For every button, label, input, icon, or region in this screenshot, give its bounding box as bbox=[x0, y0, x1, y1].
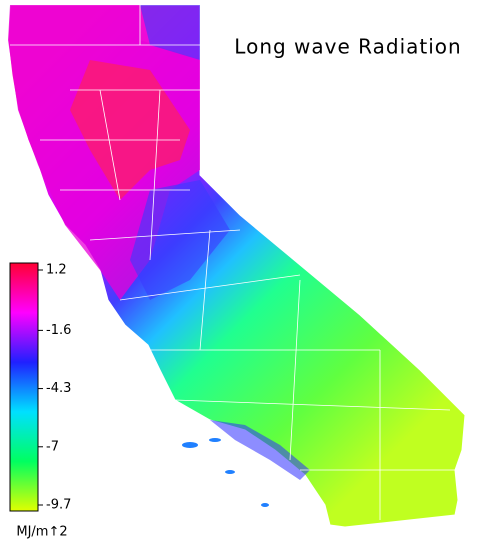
colorbar-tick-label: -9.7 bbox=[46, 498, 71, 513]
colorbar-tick-label: -4.3 bbox=[46, 381, 71, 396]
colorbar-scale bbox=[9, 262, 39, 512]
colorbar-tick-label: -7 bbox=[46, 439, 59, 454]
colorbar: MJ/m↑2 1.2 -1.6 -4.3 -7 -9.7 bbox=[9, 262, 71, 540]
coast-band bbox=[210, 420, 310, 480]
california-map bbox=[7, 4, 466, 528]
colorbar-tick-label: -1.6 bbox=[46, 323, 71, 338]
colorbar-tick-label: 1.2 bbox=[46, 263, 67, 278]
sierra-band bbox=[130, 5, 230, 300]
county-lines bbox=[10, 5, 455, 520]
colorbar-unit: MJ/m↑2 bbox=[16, 525, 67, 540]
islands bbox=[182, 438, 269, 507]
map-title: Long wave Radiation bbox=[234, 35, 461, 59]
